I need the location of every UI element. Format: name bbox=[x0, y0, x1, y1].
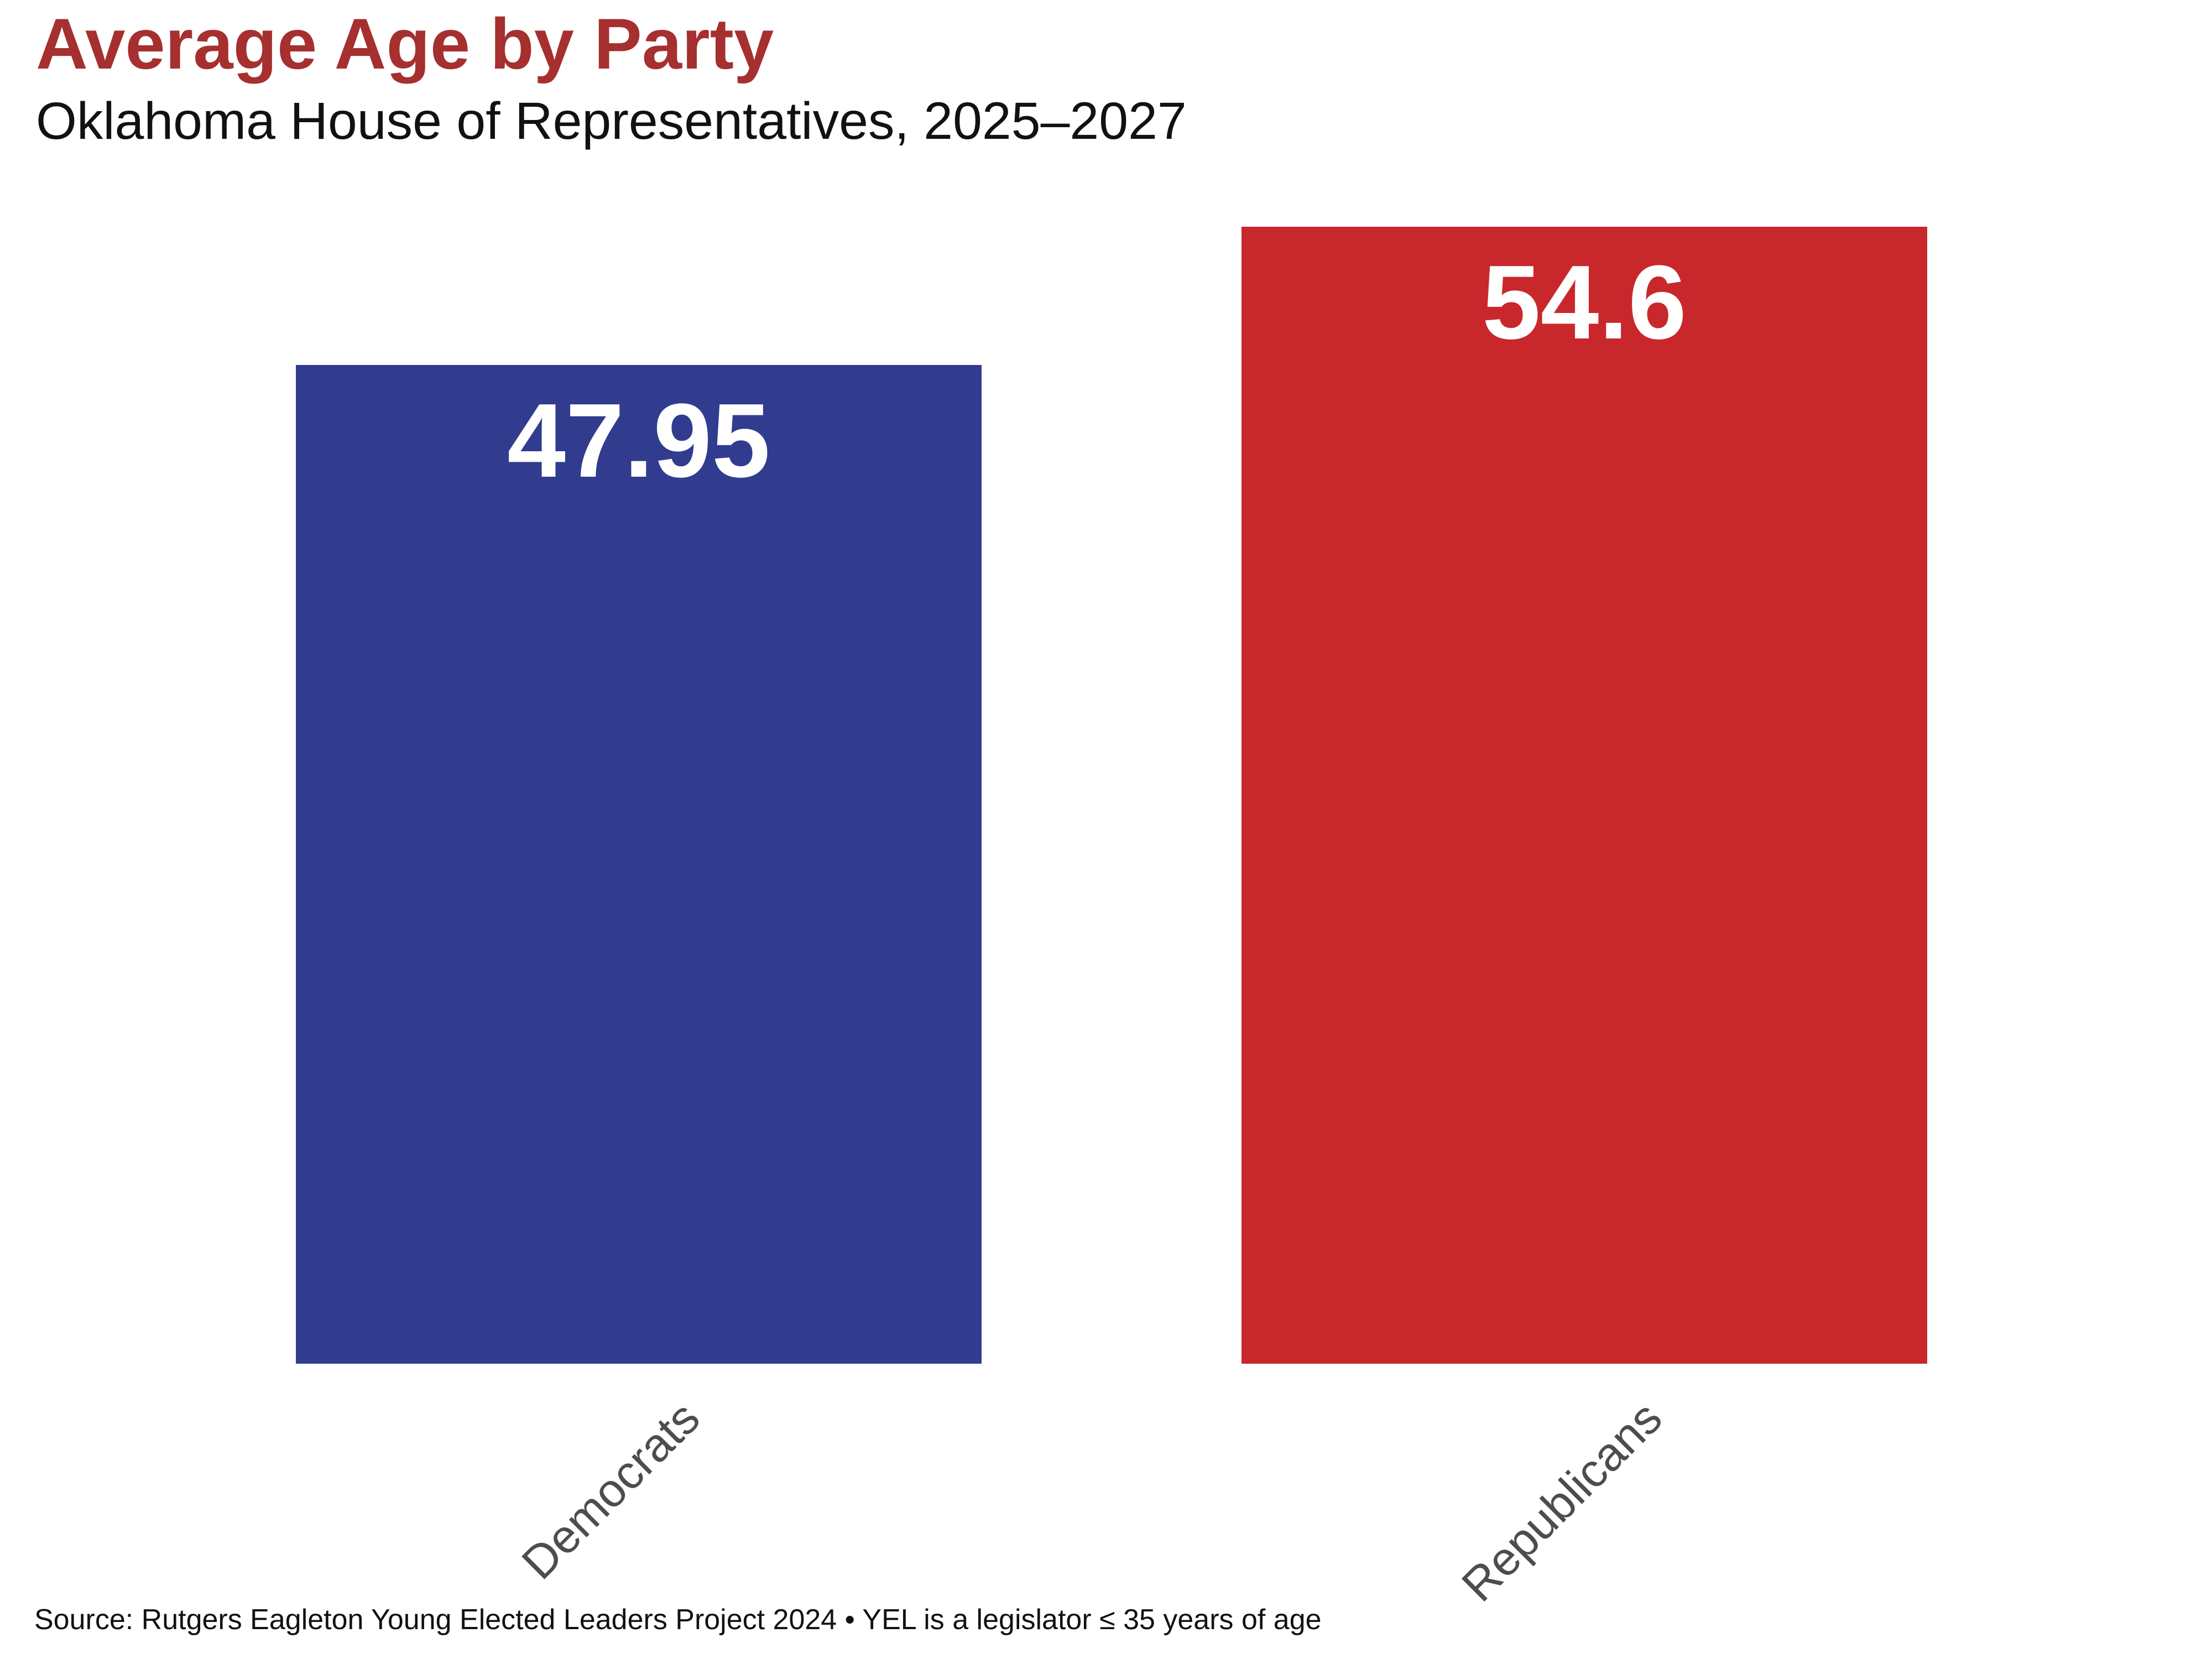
source-note: Source: Rutgers Eagleton Young Elected L… bbox=[34, 1604, 1322, 1636]
x-axis-tick-label-wrap-republicans: Republicans bbox=[1433, 1391, 1672, 1630]
bar-value-label-republicans: 54.6 bbox=[1482, 244, 1687, 361]
x-axis-label-republicans: Republicans bbox=[1452, 1391, 1672, 1612]
bar-democrats: 47.95 bbox=[296, 365, 982, 1364]
chart-title: Average Age by Party bbox=[36, 3, 774, 84]
bar-chart-plot-area: 47.95 54.6 bbox=[166, 227, 2057, 1364]
x-axis-label-democrats: Democrats bbox=[512, 1391, 710, 1590]
bar-value-label-democrats: 47.95 bbox=[507, 382, 770, 500]
chart-subtitle: Oklahoma House of Representatives, 2025–… bbox=[36, 92, 1187, 150]
x-axis-tick-label-wrap-democrats: Democrats bbox=[471, 1391, 710, 1630]
bar-republicans: 54.6 bbox=[1241, 227, 1927, 1364]
